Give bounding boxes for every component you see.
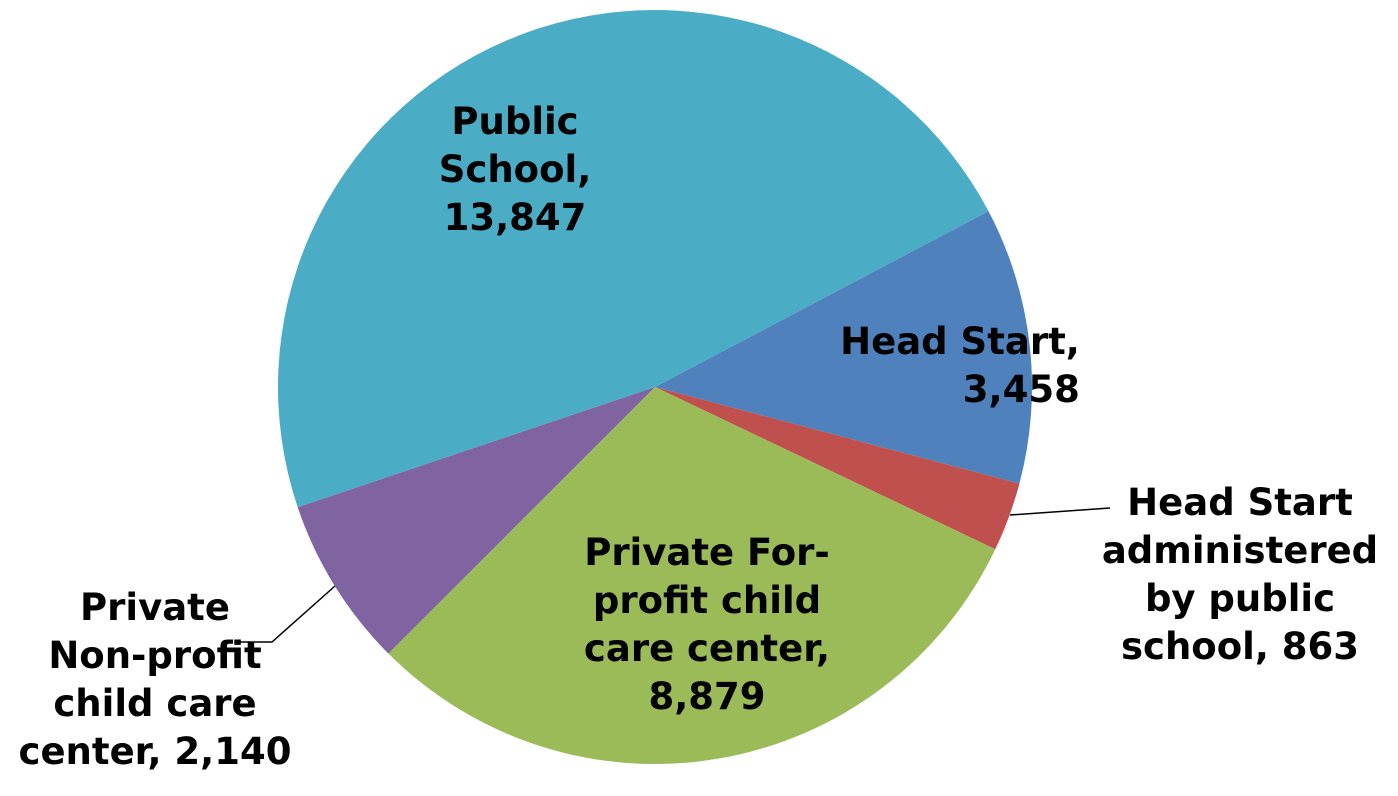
data-label: Public School, 13,847 [438,100,592,239]
pie-slice [278,10,989,508]
leader-line [1009,507,1111,516]
pie-slice [388,387,996,764]
data-label: Head Start administered by public school… [1101,481,1379,668]
data-label: Private Non-profit child care center, 2,… [18,586,292,773]
data-label: Head Start, 3,458 [840,320,1080,411]
pie-slice [297,387,655,654]
leader-line [240,585,336,643]
pie-slice [655,211,1032,484]
data-label: Private For- profit child care center, 8… [583,531,831,718]
pie-slice [655,387,1020,550]
